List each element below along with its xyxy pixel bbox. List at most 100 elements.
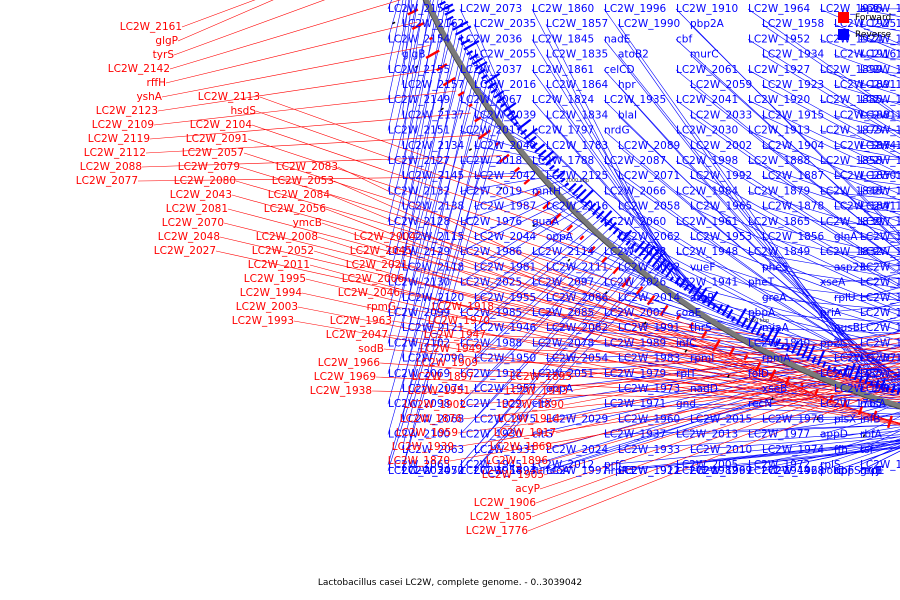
label-connector bbox=[547, 359, 900, 462]
gene-label: LC2W_2088 bbox=[80, 161, 142, 173]
reverse-feature bbox=[516, 118, 532, 131]
gene-label: LC2W_2040 bbox=[474, 140, 536, 152]
label-connector bbox=[387, 46, 468, 344]
label-connector bbox=[473, 54, 523, 130]
gene-label: LC2W_2073 bbox=[460, 3, 522, 15]
forward-feature bbox=[499, 153, 510, 163]
forward-feature bbox=[589, 245, 596, 253]
label-connector bbox=[675, 99, 900, 263]
label-connector bbox=[689, 297, 900, 347]
gene-label: LC2W_2071 bbox=[618, 170, 680, 182]
reverse-feature bbox=[721, 304, 730, 316]
reverse-feature bbox=[583, 199, 592, 208]
gene-label: LC2W_2085 bbox=[532, 307, 594, 319]
forward-feature bbox=[534, 190, 541, 197]
reverse-feature bbox=[466, 50, 474, 56]
gene-label: LC2W_1947 bbox=[424, 329, 486, 341]
gene-label: LC2W_1991 bbox=[618, 322, 680, 334]
gene-label: LC2W_1952 bbox=[748, 33, 810, 45]
reverse-feature bbox=[750, 321, 759, 334]
reverse-feature bbox=[869, 380, 874, 387]
label-connector bbox=[401, 107, 507, 472]
gene-label: LC2W_1946 bbox=[474, 322, 537, 334]
gene-label: xseB bbox=[762, 383, 787, 395]
reverse-feature bbox=[726, 308, 734, 319]
gene-label: LC2W_2059 bbox=[690, 79, 752, 91]
gene-label: LC2W_2155 bbox=[388, 64, 450, 76]
gene-label: coaE bbox=[676, 307, 701, 319]
gene-label: grpE bbox=[860, 465, 884, 477]
label-connector bbox=[457, 375, 900, 434]
gene-label: LC2W_2006 bbox=[342, 273, 405, 285]
gene-label: LC2W_1870 bbox=[388, 455, 450, 467]
gene-label: LC2W_1902 bbox=[404, 399, 466, 411]
forward-feature bbox=[477, 129, 492, 140]
gene-label: LC2W_2102 bbox=[388, 337, 450, 349]
reverse-feature bbox=[449, 21, 455, 26]
reverse-feature bbox=[837, 369, 842, 375]
reverse-feature bbox=[534, 143, 546, 153]
forward-feature bbox=[857, 405, 864, 415]
label-connector bbox=[401, 74, 485, 420]
gene-label: LC2W_2081 bbox=[166, 203, 228, 215]
reverse-feature bbox=[472, 57, 484, 66]
label-connector bbox=[617, 388, 900, 410]
gene-label: LC2W_1839 bbox=[820, 216, 882, 228]
label-connector bbox=[761, 442, 900, 472]
gene-label: LC2W_1986 bbox=[460, 246, 523, 258]
gene-label: folD bbox=[748, 368, 769, 380]
gene-label: LC2W_1917 bbox=[494, 427, 556, 439]
gene-label: LC2W_1904 bbox=[762, 140, 825, 152]
gene-label: LC2W_1932 bbox=[460, 368, 522, 380]
label-connector bbox=[761, 426, 900, 451]
gene-label: LC2W_1913 bbox=[748, 125, 810, 137]
label-connector bbox=[675, 282, 900, 342]
gene-label: LC2W_1762 bbox=[860, 322, 900, 334]
gene-label: LC2W_2036 bbox=[460, 33, 523, 45]
gene-label: LC2W_1927 bbox=[748, 64, 810, 76]
reverse-feature bbox=[858, 375, 864, 383]
gene-label: LC2W_1827 bbox=[860, 185, 900, 197]
label-connector bbox=[747, 440, 900, 472]
gene-label: LC2W_1914 bbox=[498, 413, 561, 425]
reverse-feature bbox=[634, 240, 646, 254]
reverse-feature bbox=[537, 149, 547, 158]
gene-label: LC2W_1992 bbox=[690, 170, 752, 182]
label-connector bbox=[181, 0, 256, 28]
gene-label: LC2W_1857 bbox=[546, 18, 608, 30]
label-connector bbox=[473, 252, 642, 450]
label-connector bbox=[603, 282, 900, 385]
gene-label: LC2W_2132 bbox=[388, 185, 450, 197]
legend-label-forward: Forward bbox=[855, 12, 892, 23]
gene-label: celCD bbox=[604, 64, 635, 76]
strand-legend: Forward Reverse bbox=[838, 9, 891, 43]
reverse-feature bbox=[545, 155, 557, 166]
label-connector bbox=[747, 130, 900, 195]
reverse-feature bbox=[513, 121, 519, 127]
gene-label: LC2W_1859 bbox=[860, 79, 900, 91]
misc-feature bbox=[684, 349, 688, 353]
forward-feature bbox=[635, 285, 644, 295]
gene-label: LC2W_2080 bbox=[174, 175, 236, 187]
label-connector bbox=[473, 243, 632, 420]
gene-label: LC2W_1983 bbox=[618, 353, 680, 365]
gene-label: LC2W_1900 bbox=[860, 3, 900, 15]
gene-label: LC2W_2070 bbox=[162, 217, 224, 229]
reverse-feature bbox=[780, 344, 785, 349]
gene-label: LC2W_2091 bbox=[186, 133, 248, 145]
label-connector bbox=[531, 282, 768, 337]
gene-label: LC2W_1974 bbox=[762, 444, 825, 456]
gene-label: LC2W_1905 bbox=[482, 469, 544, 481]
misc-feature bbox=[468, 148, 473, 152]
gene-label: LC2W_2127 bbox=[388, 155, 450, 167]
label-connector bbox=[473, 84, 531, 140]
label-connector bbox=[231, 194, 675, 319]
reverse-feature bbox=[647, 249, 660, 264]
forward-feature bbox=[768, 369, 777, 381]
reverse-feature bbox=[791, 340, 799, 354]
label-connector bbox=[531, 69, 689, 289]
gene-label: LC2W_2030 bbox=[676, 125, 738, 137]
gene-label: LC2W_1994 bbox=[240, 287, 303, 299]
gene-label: fur bbox=[532, 465, 547, 477]
